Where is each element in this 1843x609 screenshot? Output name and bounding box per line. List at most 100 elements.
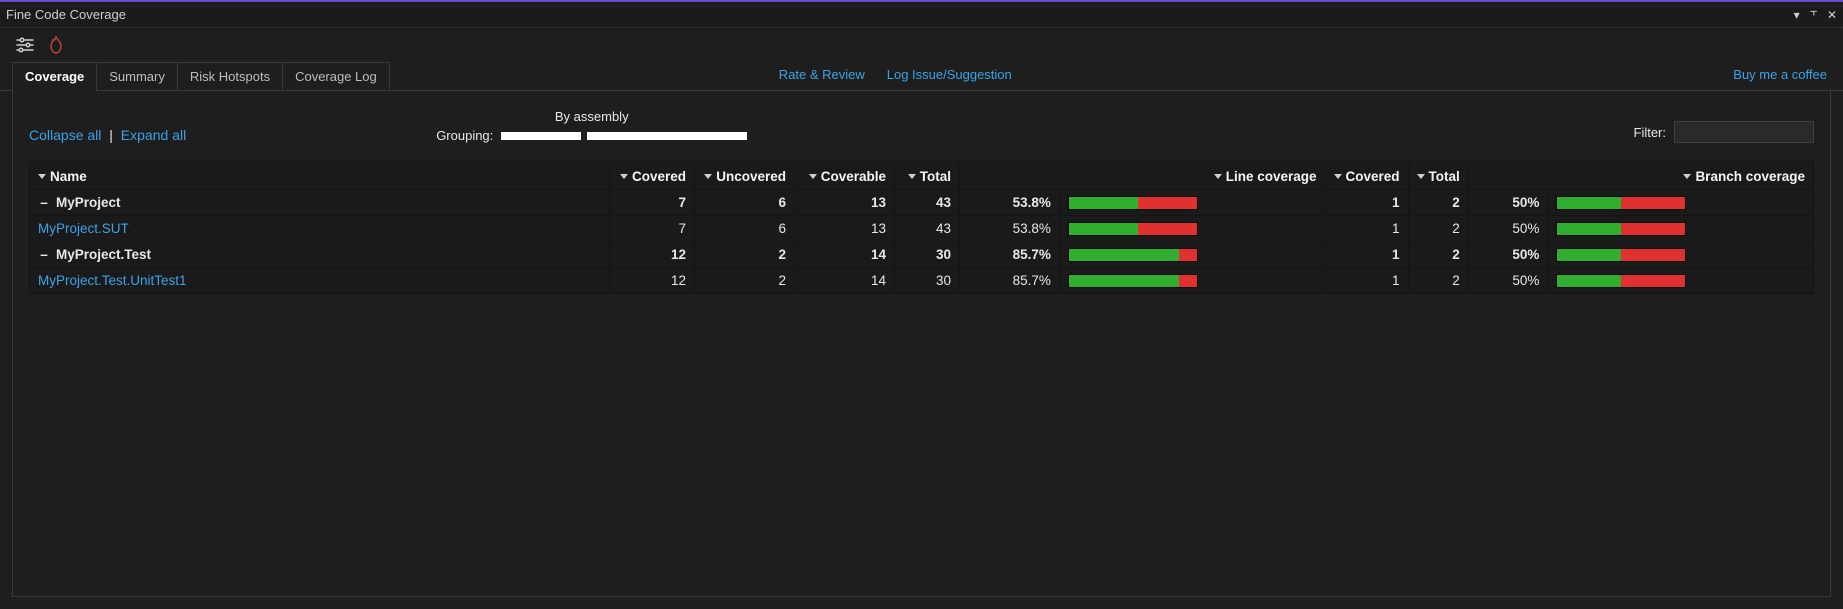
coverage-bar (1068, 248, 1198, 262)
cell-b_total: 2 (1408, 216, 1468, 242)
cell-line-pct: 53.8% (960, 190, 1060, 216)
col-branch_pct[interactable]: Branch coverage (1468, 162, 1813, 190)
cell-b_covered: 1 (1325, 190, 1408, 216)
sort-caret-icon (908, 174, 916, 179)
separator: | (105, 127, 116, 143)
sort-caret-icon (38, 174, 46, 179)
filter-input[interactable] (1674, 121, 1814, 143)
tab-coverage[interactable]: Coverage (12, 62, 97, 90)
header-center-links: Rate & Review Log Issue/Suggestion (779, 67, 1016, 90)
buy-coffee-link[interactable]: Buy me a coffee (1733, 67, 1827, 82)
cell-total: 43 (895, 216, 960, 242)
close-icon[interactable]: ✕ (1827, 8, 1837, 22)
sort-caret-icon (1417, 174, 1425, 179)
cell-b_total: 2 (1408, 242, 1468, 268)
coverage-table: Name Covered UncoveredCoverable Total Line c… (29, 161, 1814, 294)
col-label: Covered (1346, 169, 1400, 184)
col-label: Total (1429, 169, 1460, 184)
cell-branch-bar (1548, 268, 1814, 294)
cell-covered: 7 (610, 216, 695, 242)
sort-caret-icon (809, 174, 817, 179)
name-cell[interactable]: MyProject.SUT (30, 216, 610, 242)
sort-caret-icon (620, 174, 628, 179)
collapse-toggle-icon[interactable]: – (38, 195, 50, 210)
sort-caret-icon (1214, 174, 1222, 179)
cell-covered: 12 (610, 268, 695, 294)
cell-b_covered: 1 (1325, 242, 1408, 268)
table-group-row: –MyProject.Test122143085.7%1250% (30, 242, 1814, 268)
cell-b_covered: 1 (1325, 216, 1408, 242)
cell-branch-bar (1548, 242, 1814, 268)
coverage-bar (1068, 274, 1198, 288)
cell-line-pct: 85.7% (960, 268, 1060, 294)
col-total[interactable]: Total (895, 162, 960, 190)
collapse-expand-links: Collapse all | Expand all (29, 127, 186, 143)
collapse-toggle-icon[interactable]: – (38, 247, 50, 262)
tab-coverage-log[interactable]: Coverage Log (282, 62, 390, 90)
coverage-bar (1556, 248, 1686, 262)
settings-icon[interactable] (16, 36, 34, 54)
slider-segment-1 (501, 132, 581, 140)
log-issue-link[interactable]: Log Issue/Suggestion (887, 67, 1012, 82)
collapse-all-link[interactable]: Collapse all (29, 127, 101, 143)
cell-covered: 7 (610, 190, 695, 216)
cell-branch-bar (1548, 216, 1814, 242)
col-coverable[interactable]: Coverable (795, 162, 895, 190)
cell-b_total: 2 (1408, 268, 1468, 294)
pin-icon[interactable]: ⫠ (1810, 7, 1817, 22)
tab-risk-hotspots[interactable]: Risk Hotspots (177, 62, 283, 90)
row-name: MyProject (56, 195, 121, 210)
table-group-row: –MyProject76134353.8%1250% (30, 190, 1814, 216)
expand-all-link[interactable]: Expand all (121, 127, 186, 143)
cell-line-bar (1059, 190, 1325, 216)
tab-bar: CoverageSummaryRisk HotspotsCoverage Log… (0, 62, 1843, 91)
toolbar (0, 28, 1843, 62)
grouping-slider[interactable] (501, 132, 747, 140)
window-options-icon[interactable]: ▾ (1794, 8, 1800, 22)
grouping-caption: By assembly (555, 109, 629, 124)
cell-uncovered: 2 (695, 268, 795, 294)
cell-coverable: 13 (795, 216, 895, 242)
content-panel: Collapse all | Expand all By assembly Gr… (12, 91, 1831, 597)
cell-line-bar (1059, 268, 1325, 294)
cell-uncovered: 6 (695, 190, 795, 216)
col-b_total[interactable]: Total (1408, 162, 1468, 190)
titlebar-grip[interactable] (0, 4, 1843, 7)
sort-caret-icon (1683, 174, 1691, 179)
col-name[interactable]: Name (30, 162, 610, 190)
cell-line-bar (1059, 216, 1325, 242)
controls-row: Collapse all | Expand all By assembly Gr… (29, 109, 1814, 143)
tool-window: Fine Code Coverage ▾ ⫠ ✕ CoverageSummary… (0, 0, 1843, 609)
cell-b_total: 2 (1408, 190, 1468, 216)
cell-line-pct: 85.7% (960, 242, 1060, 268)
col-b_covered[interactable]: Covered (1325, 162, 1408, 190)
titlebar-controls: ▾ ⫠ ✕ (1788, 7, 1837, 22)
table-row: MyProject.Test.UnitTest1122143085.7%1250… (30, 268, 1814, 294)
cell-coverable: 13 (795, 190, 895, 216)
col-label: Name (50, 169, 87, 184)
table-row: MyProject.SUT76134353.8%1250% (30, 216, 1814, 242)
cell-b_covered: 1 (1325, 268, 1408, 294)
coverage-bar (1068, 222, 1198, 236)
sort-caret-icon (1334, 174, 1342, 179)
col-covered[interactable]: Covered (610, 162, 695, 190)
rate-review-link[interactable]: Rate & Review (779, 67, 865, 82)
cell-covered: 12 (610, 242, 695, 268)
col-label: Covered (632, 169, 686, 184)
name-cell: –MyProject.Test (30, 242, 610, 268)
col-label: Total (920, 169, 951, 184)
cell-line-pct: 53.8% (960, 216, 1060, 242)
name-cell: –MyProject (30, 190, 610, 216)
cell-branch-pct: 50% (1468, 190, 1548, 216)
window-title: Fine Code Coverage (6, 7, 132, 22)
name-cell[interactable]: MyProject.Test.UnitTest1 (30, 268, 610, 294)
coverage-bar (1556, 274, 1686, 288)
col-label: Branch coverage (1695, 169, 1805, 184)
filter-block: Filter: (1634, 121, 1815, 143)
col-line_pct[interactable]: Line coverage (960, 162, 1326, 190)
grouping-block: By assembly Grouping: (436, 109, 747, 143)
tab-summary[interactable]: Summary (96, 62, 178, 90)
col-uncovered[interactable]: Uncovered (695, 162, 795, 190)
flame-icon[interactable] (48, 36, 64, 54)
cell-total: 30 (895, 268, 960, 294)
